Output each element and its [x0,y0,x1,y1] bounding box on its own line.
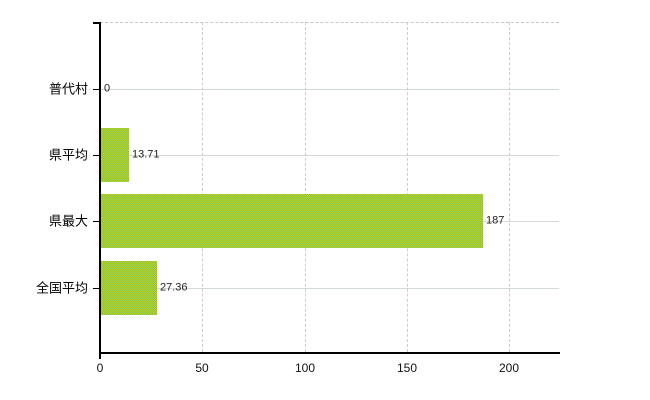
x-tick-label: 100 [294,361,316,375]
x-tick-label: 0 [96,361,104,375]
y-axis [99,22,101,359]
value-label: 187 [486,214,505,227]
gridline-vertical [202,22,203,352]
y-axis-end-tick [93,22,100,24]
category-label: 普代村 [48,81,88,97]
x-tick-label: 200 [498,361,520,375]
gridline-horizontal [101,155,559,156]
plot-border-top [100,22,559,23]
value-label: 13.71 [132,148,160,161]
y-axis-tick [93,89,100,90]
gridline-horizontal [101,89,559,90]
value-label: 27.36 [160,281,188,294]
category-label: 県平均 [48,147,88,163]
y-axis-tick [93,155,100,156]
bar-県平均 [101,128,129,182]
y-axis-tick [93,221,100,222]
category-label: 全国平均 [35,280,88,296]
gridline-vertical [407,22,408,352]
value-label: 0 [104,82,111,95]
bar-県最大 [101,194,483,248]
x-tick-label: 50 [195,361,209,375]
x-axis [99,352,560,354]
gridline-vertical [305,22,306,352]
gridline-vertical [509,22,510,352]
y-axis-tick [93,288,100,289]
gridline-horizontal [101,288,559,289]
bar-全国平均 [101,261,157,315]
x-tick-label: 150 [396,361,418,375]
category-label: 県最大 [48,213,88,229]
